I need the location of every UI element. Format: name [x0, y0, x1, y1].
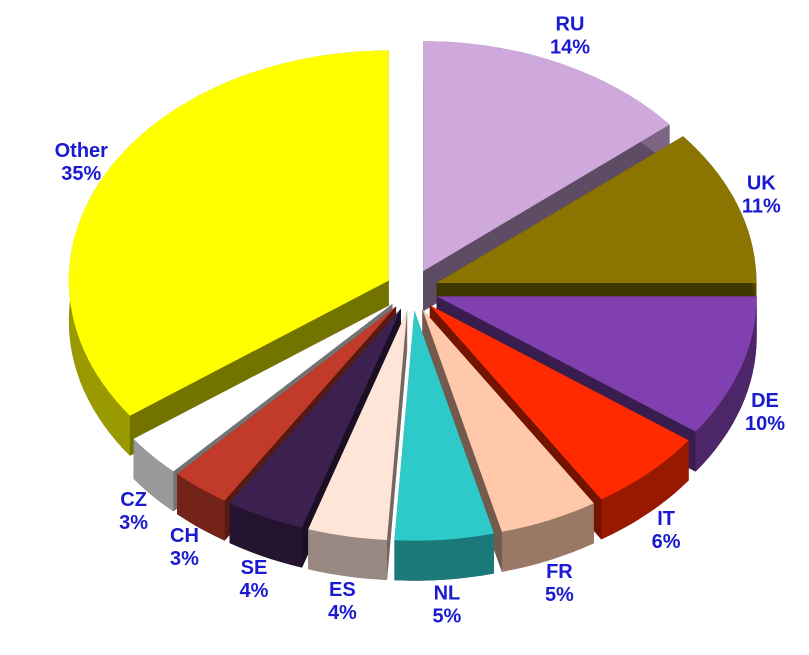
slice-value-label: 6% [652, 531, 681, 553]
slice-rim [308, 529, 387, 580]
slice [308, 310, 408, 540]
slice-rim [501, 503, 594, 572]
slice [422, 309, 594, 532]
slice [394, 310, 494, 541]
slice-rim [394, 533, 494, 581]
slice [423, 41, 670, 272]
slice-label: CH [170, 525, 199, 547]
slice-value-label: 14% [550, 36, 590, 58]
slice [229, 308, 401, 528]
slice-value-label: 4% [240, 580, 269, 602]
slice [436, 296, 757, 432]
slice-label: RU [556, 13, 585, 35]
slice [436, 136, 757, 283]
slice-value-label: 5% [545, 584, 574, 606]
slice-label: DE [751, 390, 779, 412]
slice-wall [387, 310, 408, 580]
slice-rim [695, 296, 757, 472]
slice [133, 303, 393, 472]
slice [429, 305, 689, 500]
slice-value-label: 4% [328, 602, 357, 624]
slice-rim [601, 440, 689, 540]
slice-value-label: 10% [745, 413, 785, 435]
slice-value-label: 11% [742, 195, 781, 217]
slice-rim [133, 438, 174, 512]
slice-value-label: 35% [61, 163, 101, 185]
slice-value-label: 3% [170, 548, 199, 570]
slice-value-label: 3% [119, 512, 148, 534]
slice [68, 50, 389, 416]
slice-rim [177, 474, 225, 541]
slice-value-label: 5% [432, 606, 461, 628]
slice-rim [229, 503, 302, 568]
slice-label: FR [546, 561, 573, 583]
slice-label: IT [657, 508, 675, 530]
slice-label: SE [241, 557, 268, 579]
slice-label: UK [747, 172, 776, 194]
slice-label: Other [55, 140, 109, 162]
slice [177, 306, 397, 501]
slice-label: NL [434, 583, 461, 605]
slice-label: ES [329, 579, 356, 601]
slice-label: CZ [120, 489, 147, 511]
